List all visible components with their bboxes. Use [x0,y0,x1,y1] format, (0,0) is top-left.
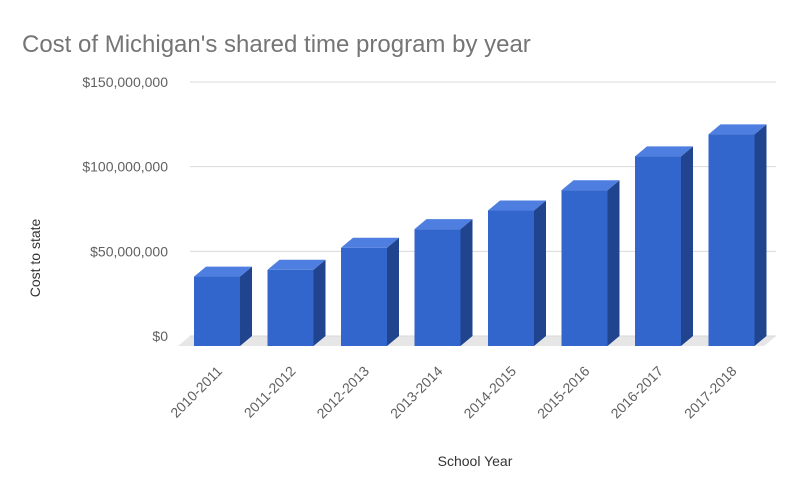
bar-top [267,259,326,270]
bar-side [534,200,546,346]
bar [341,237,399,346]
y-tick-label: $50,000,000 [90,243,168,259]
bar-front [488,210,534,346]
x-tick-label: 2015-2016 [534,363,593,422]
chart-title: Cost of Michigan's shared time program b… [22,31,531,58]
bar-side [607,180,620,346]
bar-top [635,146,693,157]
bar-top [561,180,620,191]
bar-front [414,229,461,346]
bar-front [635,156,681,346]
x-axis-ticks: 2010-2011 2011-2012 2012-2013 2013-2014 2014… [167,363,740,422]
x-tick-label: 2012-2013 [313,363,372,422]
y-axis-title: Cost to state [27,218,43,297]
y-axis-ticks: $0 $50,000,000 $100,000,000 $150,000,000 [82,74,168,344]
y-tick-label: $150,000,000 [82,74,168,90]
bar [267,259,326,346]
bars [194,124,767,346]
bar-side [240,266,252,346]
bar [488,200,546,346]
bar-front [341,247,387,346]
bar-top [414,219,473,230]
bar [414,219,473,346]
bar [561,180,620,346]
bar-front [708,134,755,346]
x-tick-label: 2011-2012 [241,363,299,421]
bar [194,266,252,346]
bar-front [267,269,314,346]
bar-side [460,219,473,346]
y-tick-label: $100,000,000 [82,159,168,175]
y-tick-label: $0 [152,328,168,344]
floor-plane [178,336,776,346]
x-axis-title: School Year [438,453,513,469]
x-tick-label: 2016-2017 [607,363,666,422]
x-tick-label: 2013-2014 [387,363,446,422]
bar-side [313,259,326,346]
x-tick-label: 2010-2011 [167,363,225,421]
bar-front [194,276,240,346]
bar-top [194,266,252,277]
bar-top [341,237,399,248]
chart-floor [178,336,776,346]
bar-top [488,200,546,211]
bar-side [681,146,693,346]
bar-front [561,190,608,346]
x-tick-label: 2014-2015 [460,363,519,422]
bar-side [754,124,767,346]
bar [635,146,693,346]
bar [708,124,767,346]
x-tick-label: 2017-2018 [681,363,740,422]
bar-side [387,237,399,346]
bar-top [708,124,767,135]
